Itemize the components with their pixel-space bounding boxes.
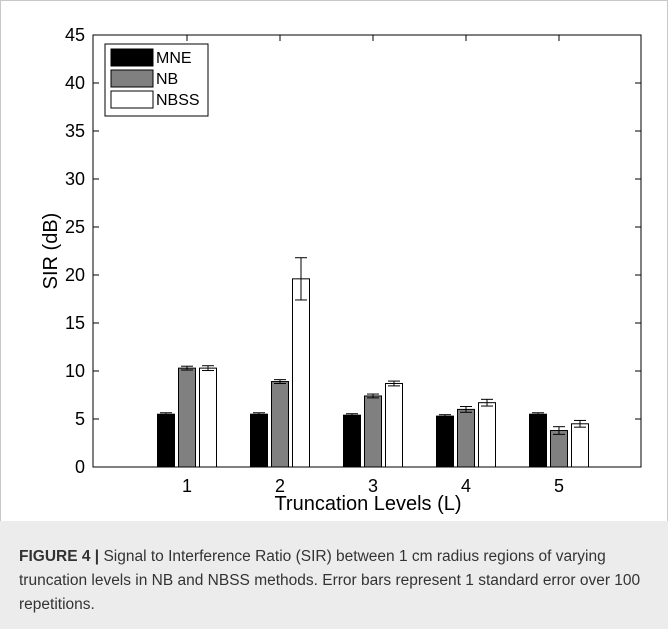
y-axis-label: SIR (dB) <box>40 213 62 290</box>
bar-nb <box>271 381 289 468</box>
legend-label-nb: NB <box>156 71 178 88</box>
bar-nbss <box>199 367 217 468</box>
chart-bars <box>157 278 589 468</box>
x-axis-label: Truncation Levels (L) <box>274 493 461 515</box>
legend-label-nbss: NBSS <box>156 92 200 109</box>
y-tick-label: 25 <box>65 217 85 237</box>
bar-mne <box>529 413 547 468</box>
bar-nbss <box>478 402 496 468</box>
legend-swatch-nbss <box>110 90 154 109</box>
y-tick-label: 45 <box>65 25 85 45</box>
bar-nb <box>550 430 568 468</box>
bar-nbss <box>292 278 310 468</box>
y-tick-label: 15 <box>65 313 85 333</box>
y-tick-label: 30 <box>65 169 85 189</box>
chart-error-bars <box>160 257 586 435</box>
caption-body: Signal to Interference Ratio (SIR) betwe… <box>19 548 641 613</box>
bar-nbss <box>385 382 403 468</box>
x-tick-label: 4 <box>461 476 471 496</box>
x-tick-label: 1 <box>182 476 192 496</box>
y-tick-label: 5 <box>75 409 85 429</box>
legend-swatch-mne <box>110 48 154 67</box>
bar-mne <box>343 414 361 468</box>
bar-nbss <box>571 423 589 468</box>
y-tick-label: 20 <box>65 265 85 285</box>
bar-mne <box>157 413 175 468</box>
y-tick-label: 0 <box>75 457 85 477</box>
bar-mne <box>436 415 454 468</box>
x-tick-label: 3 <box>368 476 378 496</box>
caption-label: FIGURE 4 | <box>19 548 100 565</box>
x-tick-label: 2 <box>275 476 285 496</box>
figure-caption: FIGURE 4 | Signal to Interference Ratio … <box>19 545 659 617</box>
bar-nb <box>178 367 196 468</box>
caption-area <box>0 521 668 629</box>
bar-nb <box>364 395 382 468</box>
legend-swatch-nb <box>110 69 154 88</box>
chart-legend: MNE NB NBSS <box>104 43 209 117</box>
legend-label-mne: MNE <box>156 50 192 67</box>
y-tick-label: 40 <box>65 73 85 93</box>
x-tick-label: 5 <box>554 476 564 496</box>
bar-mne <box>250 413 268 468</box>
y-tick-label: 10 <box>65 361 85 381</box>
y-tick-label: 35 <box>65 121 85 141</box>
bar-nb <box>457 408 475 468</box>
